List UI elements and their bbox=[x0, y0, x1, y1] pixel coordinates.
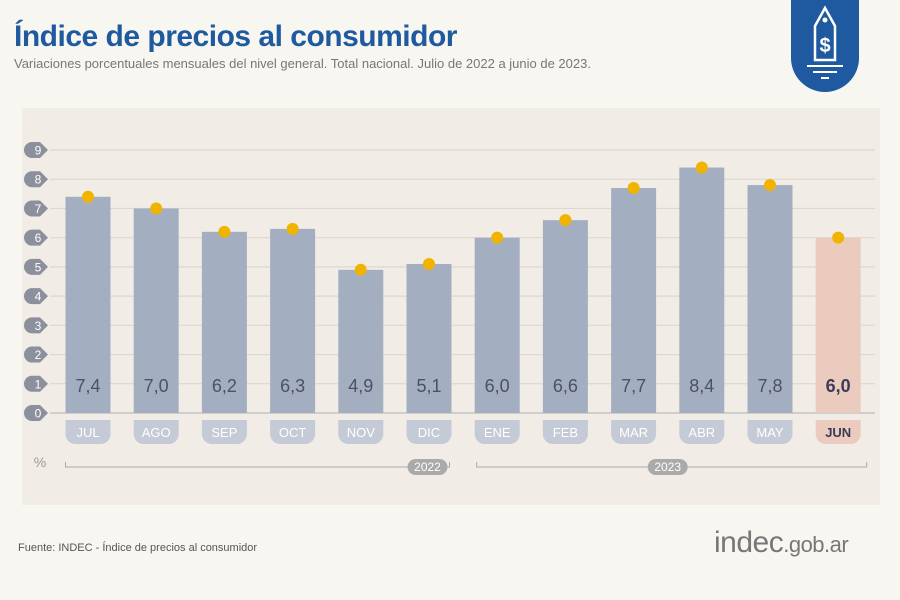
month-tab bbox=[133, 420, 179, 444]
y-tick-label: 5 bbox=[35, 260, 42, 274]
page-subtitle: Variaciones porcentuales mensuales del n… bbox=[14, 56, 591, 71]
price-tag-dollar-icon: $ bbox=[791, 0, 859, 92]
y-tick-label: 2 bbox=[35, 348, 42, 362]
value-marker bbox=[423, 257, 435, 270]
y-tick-badge bbox=[24, 229, 48, 246]
svg-text:$: $ bbox=[819, 35, 830, 57]
y-tick-label: 9 bbox=[35, 144, 42, 158]
month-label: FEB bbox=[553, 425, 578, 440]
y-tick-label: 0 bbox=[35, 407, 42, 421]
value-marker bbox=[832, 231, 845, 244]
value-label: 4,9 bbox=[348, 376, 373, 396]
page-title: Índice de precios al consumidor bbox=[14, 20, 457, 53]
year-badge bbox=[647, 459, 688, 475]
logo-suffix: .gob.ar bbox=[783, 532, 849, 557]
value-label: 8,4 bbox=[689, 376, 714, 396]
value-label: 6,3 bbox=[280, 376, 305, 396]
y-tick-badge bbox=[24, 258, 48, 275]
bar-nov bbox=[338, 269, 384, 413]
month-tab bbox=[201, 420, 247, 444]
month-label: MAR bbox=[619, 425, 648, 440]
month-tab bbox=[270, 420, 316, 444]
month-label: ENE bbox=[484, 425, 511, 440]
month-label: JUN bbox=[825, 425, 851, 440]
year-label: 2022 bbox=[414, 460, 441, 474]
value-marker bbox=[286, 222, 299, 235]
indec-logo: indec.gob.ar bbox=[714, 526, 849, 560]
value-label: 7,8 bbox=[757, 376, 782, 396]
value-marker bbox=[150, 202, 163, 215]
month-tab bbox=[65, 420, 111, 444]
bar-ago bbox=[133, 208, 179, 413]
value-label: 6,6 bbox=[553, 376, 578, 396]
value-marker bbox=[491, 231, 504, 244]
y-tick-label: 6 bbox=[35, 231, 42, 245]
bar-ene bbox=[474, 237, 520, 413]
y-tick-label: 3 bbox=[35, 319, 42, 333]
year-label: 2023 bbox=[654, 460, 681, 474]
year-badge bbox=[407, 459, 448, 475]
value-label: 6,0 bbox=[826, 376, 851, 396]
month-label: MAY bbox=[756, 425, 784, 440]
logo-main: indec bbox=[714, 526, 784, 559]
month-label: JUL bbox=[76, 425, 99, 440]
y-tick-badge bbox=[24, 200, 48, 217]
value-marker bbox=[82, 190, 94, 203]
y-tick-label: 8 bbox=[35, 173, 42, 187]
y-tick-label: 7 bbox=[35, 202, 42, 216]
y-tick-label: 1 bbox=[35, 377, 42, 391]
value-marker bbox=[627, 181, 640, 194]
month-tab bbox=[815, 420, 861, 444]
month-tab bbox=[747, 420, 793, 444]
bar-feb bbox=[542, 220, 588, 413]
bar-oct bbox=[270, 228, 316, 413]
y-tick-label: 4 bbox=[35, 290, 42, 304]
value-label: 7,4 bbox=[75, 376, 100, 396]
month-label: AGO bbox=[142, 425, 171, 440]
y-tick-badge bbox=[24, 142, 48, 158]
bar-dic bbox=[406, 263, 452, 413]
month-tab bbox=[406, 420, 452, 444]
y-tick-badge bbox=[24, 375, 48, 392]
month-label: SEP bbox=[211, 425, 237, 440]
bar-mar bbox=[611, 187, 657, 413]
value-label: 6,0 bbox=[485, 376, 510, 396]
value-label: 5,1 bbox=[416, 376, 441, 396]
value-marker bbox=[695, 161, 708, 174]
source-note: Fuente: INDEC - Índice de precios al con… bbox=[18, 542, 258, 554]
month-tab bbox=[474, 420, 520, 444]
y-tick-badge bbox=[24, 346, 48, 363]
value-marker bbox=[218, 225, 231, 238]
value-marker bbox=[559, 214, 572, 227]
bar-may bbox=[747, 185, 793, 413]
bar-abr bbox=[679, 167, 725, 413]
value-label: 7,7 bbox=[621, 376, 646, 396]
month-label: ABR bbox=[688, 425, 715, 440]
month-tab bbox=[338, 420, 384, 444]
y-tick-badge bbox=[24, 288, 48, 305]
year-bracket bbox=[65, 462, 450, 468]
y-axis-unit: % bbox=[34, 454, 46, 470]
y-tick-badge bbox=[24, 317, 48, 334]
month-tab bbox=[611, 420, 657, 444]
month-label: OCT bbox=[279, 425, 307, 440]
value-marker bbox=[764, 179, 776, 192]
month-label: NOV bbox=[347, 425, 376, 440]
value-marker bbox=[354, 263, 367, 276]
value-label: 6,2 bbox=[212, 376, 237, 396]
month-tab bbox=[679, 420, 725, 444]
y-tick-badge bbox=[24, 171, 48, 188]
month-tab bbox=[542, 420, 588, 444]
value-label: 7,0 bbox=[144, 376, 169, 396]
bar-sep bbox=[201, 231, 247, 413]
bar-jun bbox=[815, 237, 861, 413]
y-tick-badge bbox=[24, 405, 48, 421]
bar-jul bbox=[65, 196, 111, 413]
month-label: DIC bbox=[418, 425, 440, 440]
